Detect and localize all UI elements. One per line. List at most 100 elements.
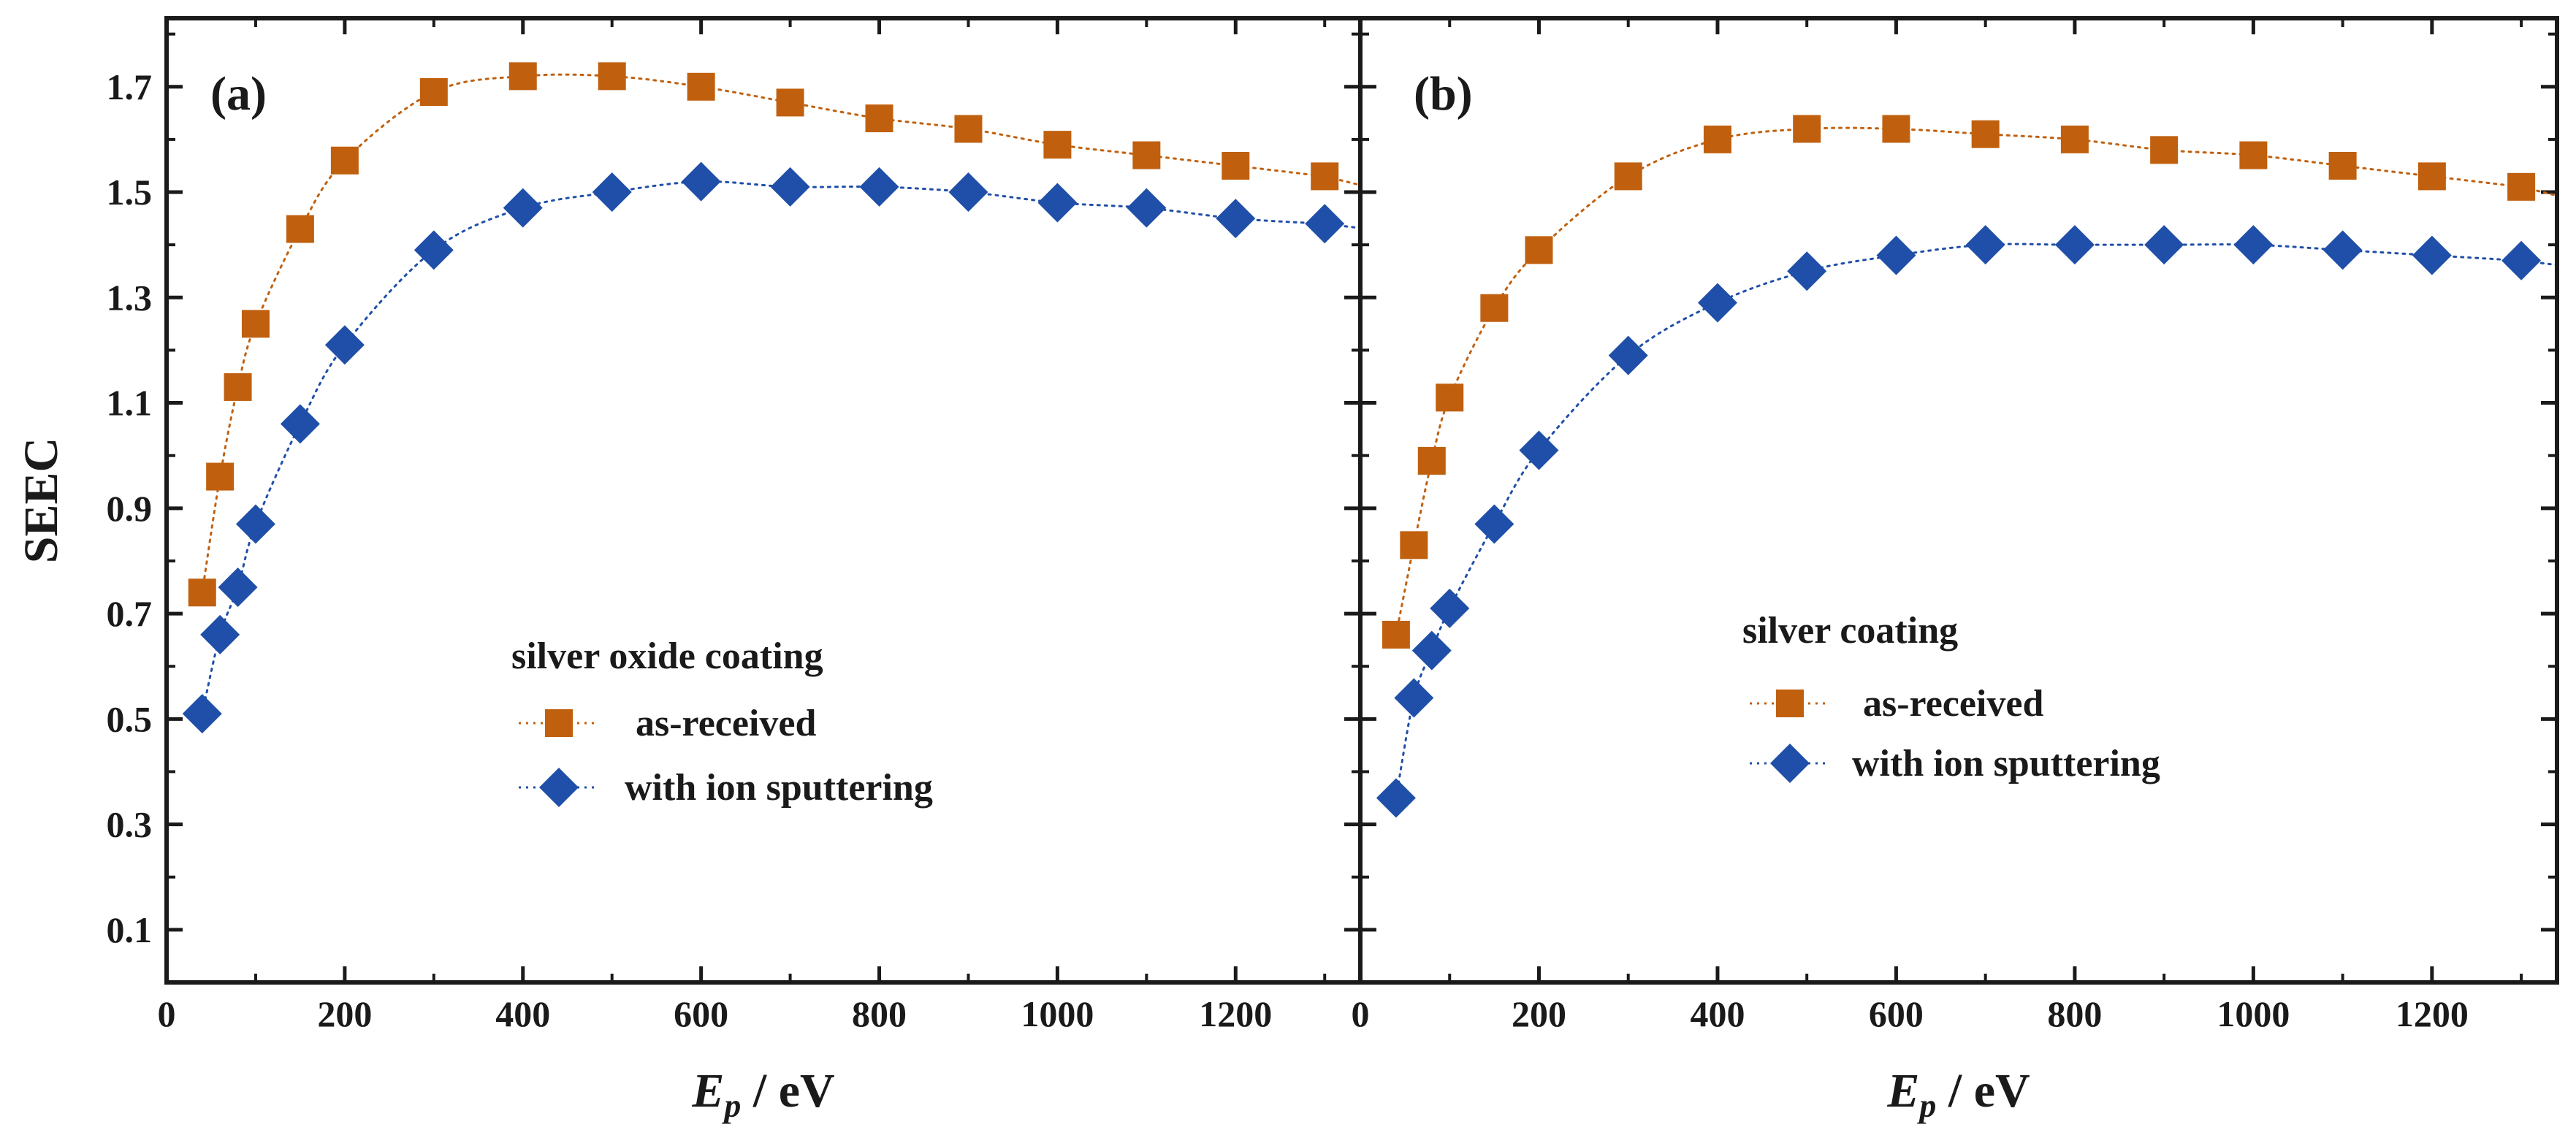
panel-b-square-point (1971, 120, 2000, 148)
panel-a-diamond-point (182, 694, 222, 734)
panel-b-square-point (2239, 141, 2268, 169)
panel-b-diamond-point (2233, 225, 2274, 265)
panel-a-diamond-point (1216, 199, 1256, 239)
y-tick-label: 0.9 (107, 488, 153, 529)
panel-a-square-point (188, 578, 216, 607)
panel-b-diamond-point (2322, 230, 2363, 270)
panel-a-legend-as-received-label: as-received (636, 703, 816, 744)
panel-b-diamond-point (1394, 678, 1434, 718)
panel-a-diamond-point (280, 404, 320, 444)
panel-a-square-point (1222, 151, 1250, 180)
panel-b-square-point (1525, 236, 1553, 264)
x-tick-label: 400 (1690, 993, 1745, 1034)
panel-a-diamond-point (200, 614, 240, 654)
panel-a-diamond-point (414, 230, 454, 270)
panel-b-legend-as-received-label: as-received (1863, 683, 2043, 725)
panel-a-square-point (241, 310, 270, 338)
panel-a-square-point (687, 72, 715, 101)
x-tick-label: 200 (1512, 993, 1566, 1034)
panel-a-square-point (776, 88, 804, 117)
panel-b-frame (1358, 16, 2559, 985)
panel-b-square-point (1436, 383, 1464, 412)
panel-b-diamond-point (1608, 335, 1648, 375)
panel-b-diamond-point (1965, 225, 2005, 265)
y-tick-label: 0.5 (107, 698, 153, 739)
panel-a-diamond-point (948, 172, 988, 213)
panel-a-square-point (286, 215, 314, 243)
panel-b-square-point (1382, 620, 1410, 649)
panel-a-series-sputtered-line (201, 180, 1362, 715)
panel-a-x-axis-title: Ep / eV (691, 1064, 834, 1124)
panel-a-square-point (598, 62, 626, 91)
panel-b-square-point (1400, 531, 1428, 560)
panel-b-square-point (1882, 115, 1910, 143)
panel-b-diamond-point (2144, 225, 2184, 265)
panel-b-diamond-point (1474, 504, 1514, 544)
panel-b-legend-square-icon (1776, 690, 1804, 717)
panel-b-diamond-point (1519, 430, 1559, 470)
panel-a-diamond-point (324, 325, 365, 365)
panel-a-diamond-point (1305, 204, 1345, 244)
x-tick-label: 1000 (1021, 993, 1094, 1034)
panel-a-square-point (224, 373, 252, 401)
panel-b-square-point (2150, 136, 2179, 164)
panel-b-square-point (1417, 446, 1446, 475)
panel-a-square-point (1311, 162, 1339, 191)
panel-b-diamond-point (1411, 630, 1452, 671)
y-tick-label: 1.5 (107, 172, 153, 213)
panel-b-label: (b) (1414, 67, 1473, 121)
panel-b-square-point (1703, 125, 1731, 153)
panel-b-square-point (2328, 151, 2357, 180)
y-tick-label: 0.3 (107, 804, 153, 845)
panel-a-diamond-point (859, 167, 899, 207)
panel-a-square-point (865, 104, 893, 133)
panel-b-square-point (2060, 125, 2089, 153)
panel-a-label: (a) (210, 67, 267, 121)
panel-b-diamond-point (1876, 235, 1916, 275)
y-tick-label: 1.1 (107, 383, 153, 424)
panel-b-square-point (1793, 115, 1821, 143)
x-tick-label: 1000 (2217, 993, 2290, 1034)
y-tick-label: 0.1 (107, 909, 153, 950)
panel-b-legend-sputtered-label: with ion sputtering (1852, 743, 2160, 784)
x-tick-label: 800 (852, 993, 907, 1034)
panel-a-diamond-point (592, 172, 632, 213)
panel-b-diamond-point (2501, 240, 2542, 280)
y-tick-label: 0.7 (107, 593, 153, 634)
panel-a-y-axis-title: SEEC (15, 438, 68, 563)
panel-a-square-point (206, 462, 235, 491)
panel-a-square-point (330, 146, 359, 175)
panel-b-legend-diamond-icon (1770, 744, 1810, 783)
x-tick-label: 0 (158, 993, 176, 1034)
panel-b-diamond-point (1376, 778, 1416, 818)
panel-a-series-as-received-line (201, 73, 1362, 594)
panel-a-square-point (954, 115, 983, 143)
panel-a-legend-sputtered-label: with ion sputtering (625, 767, 933, 809)
x-tick-label: 1200 (1199, 993, 1272, 1034)
y-tick-label: 1.3 (107, 277, 153, 318)
panel-a-diamond-point (503, 188, 543, 228)
panel-a-diamond-point (681, 161, 721, 202)
panel-a: 0 200 400 600 800 1000 1200 0.1 0.3 0.5 0.7 0.9 1.1 1… (15, 16, 1363, 1124)
panel-a-diamond-point (235, 504, 275, 544)
x-tick-label: 800 (2047, 993, 2102, 1034)
panel-a-legend-diamond-icon (539, 768, 579, 807)
panel-a-square-point (508, 62, 537, 91)
panel-a-square-point (1043, 131, 1072, 159)
x-tick-label: 200 (317, 993, 372, 1034)
panel-b-diamond-point (1787, 251, 1827, 291)
panel-b-diamond-point (2412, 235, 2452, 275)
panel-a-square-point (1132, 141, 1161, 169)
panel-b-square-point (2507, 172, 2536, 201)
panel-a-diamond-point (1127, 188, 1167, 228)
panel-b-series-as-received-line (1395, 126, 2558, 636)
panel-a-diamond-point (1037, 183, 1078, 223)
panel-a-diamond-point (770, 167, 810, 207)
panel-a-legend-square-icon (545, 709, 573, 737)
panel-b-square-point (2417, 162, 2446, 191)
x-tick-label: 600 (1869, 993, 1924, 1034)
panel-b-square-point (1614, 162, 1642, 191)
panel-b-diamond-point (2054, 225, 2095, 265)
x-tick-label: 1200 (2396, 993, 2469, 1034)
